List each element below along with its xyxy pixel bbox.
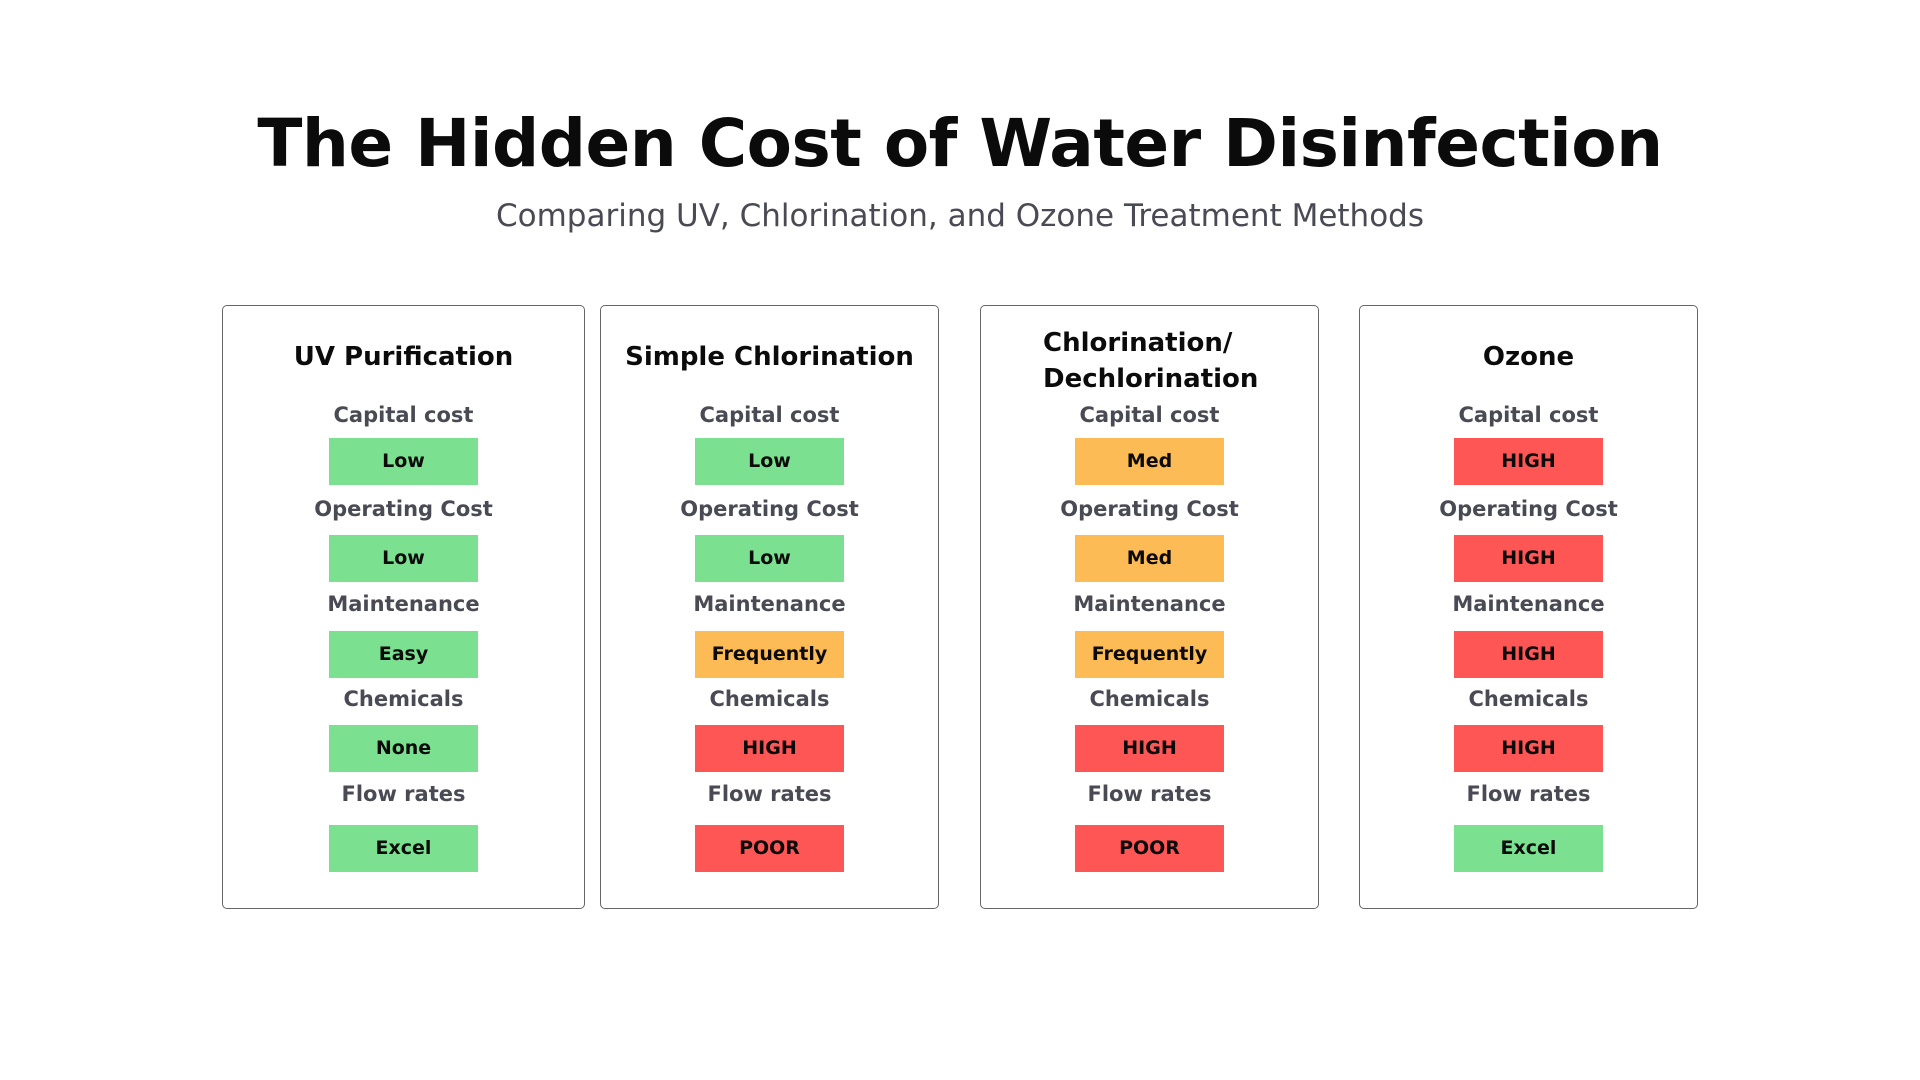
rating-badge: POOR	[695, 825, 844, 872]
rating-badge: Low	[695, 438, 844, 485]
criterion-label: Maintenance	[1452, 592, 1605, 616]
criterion-label: Maintenance	[693, 592, 846, 616]
card-title: UV Purification	[293, 342, 514, 372]
rating-badge: Low	[329, 535, 478, 582]
card-title: Chlorination/ Dechlorination	[1043, 328, 1259, 394]
criterion-label: Operating Cost	[314, 497, 493, 521]
rating-badge: None	[329, 725, 478, 772]
rating-badge: Frequently	[1075, 631, 1224, 678]
rating-badge: HIGH	[1075, 725, 1224, 772]
rating-badge: Excel	[329, 825, 478, 872]
criterion-label: Operating Cost	[1439, 497, 1618, 521]
rating-badge: Med	[1075, 535, 1224, 582]
rating-badge: Med	[1075, 438, 1224, 485]
criterion-label: Chemicals	[1468, 687, 1589, 711]
rating-badge: POOR	[1075, 825, 1224, 872]
rating-badge: HIGH	[695, 725, 844, 772]
rating-badge: HIGH	[1454, 631, 1603, 678]
rating-badge: Excel	[1454, 825, 1603, 872]
criterion-label: Maintenance	[1073, 592, 1226, 616]
method-card	[222, 305, 585, 909]
criterion-label: Maintenance	[327, 592, 480, 616]
method-card	[600, 305, 939, 909]
criterion-label: Chemicals	[1089, 687, 1210, 711]
criterion-label: Capital cost	[1079, 403, 1220, 427]
rating-badge: Easy	[329, 631, 478, 678]
criterion-label: Operating Cost	[1060, 497, 1239, 521]
method-card	[980, 305, 1319, 909]
criterion-label: Flow rates	[707, 782, 832, 806]
rating-badge: Frequently	[695, 631, 844, 678]
rating-badge: Low	[695, 535, 844, 582]
criterion-label: Capital cost	[699, 403, 840, 427]
criterion-label: Chemicals	[709, 687, 830, 711]
card-title: Ozone	[1482, 342, 1575, 372]
method-card	[1359, 305, 1698, 909]
rating-badge: HIGH	[1454, 725, 1603, 772]
rating-badge: Low	[329, 438, 478, 485]
criterion-label: Flow rates	[341, 782, 466, 806]
rating-badge: HIGH	[1454, 535, 1603, 582]
rating-badge: HIGH	[1454, 438, 1603, 485]
page-title: The Hidden Cost of Water Disinfection	[257, 105, 1663, 182]
criterion-label: Chemicals	[343, 687, 464, 711]
criterion-label: Operating Cost	[680, 497, 859, 521]
card-title: Simple Chlorination	[625, 342, 914, 372]
page-subtitle: Comparing UV, Chlorination, and Ozone Tr…	[496, 198, 1424, 234]
criterion-label: Flow rates	[1466, 782, 1591, 806]
criterion-label: Flow rates	[1087, 782, 1212, 806]
criterion-label: Capital cost	[1458, 403, 1599, 427]
criterion-label: Capital cost	[333, 403, 474, 427]
